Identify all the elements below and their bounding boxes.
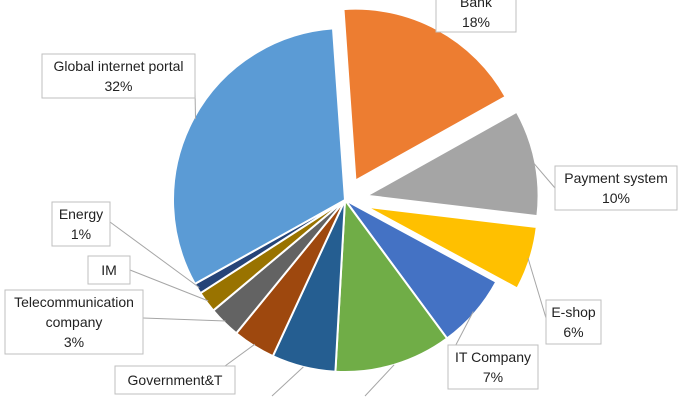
data-label-name: Energy — [59, 206, 103, 222]
leader-line — [527, 257, 547, 319]
data-label-box — [545, 299, 602, 345]
data-label-name: E-shop — [551, 304, 596, 320]
leader-line — [532, 162, 556, 189]
leader-line — [129, 269, 209, 302]
data-label-box — [447, 344, 539, 390]
data-label-percent: 32% — [104, 78, 132, 94]
data-label-name: IM — [101, 262, 117, 278]
data-label-percent: 18% — [462, 14, 490, 30]
pie-slice — [334, 197, 449, 373]
data-label-name: Bank — [460, 0, 493, 10]
data-label-box — [114, 365, 236, 395]
pie-slice — [363, 110, 540, 218]
leader-line — [142, 317, 226, 322]
data-label-box — [87, 255, 131, 285]
pie-slices — [172, 7, 540, 373]
data-labels: Bank 18% Payment system 10% E-shop 6% IT Compa… — [4, 0, 678, 395]
leader-line — [271, 366, 304, 397]
data-label-percent: 1% — [71, 226, 91, 242]
data-label-box — [51, 201, 111, 247]
data-label-name: company — [46, 314, 103, 330]
leader-line — [224, 343, 256, 367]
pie-slice — [172, 27, 347, 286]
data-label-percent: 7% — [483, 369, 503, 385]
pie-slice — [365, 205, 538, 290]
data-label-percent: 6% — [563, 324, 583, 340]
data-label-name: Global internet portal — [54, 58, 184, 74]
data-label-name: Government&T — [128, 372, 223, 388]
data-label-box — [4, 289, 144, 355]
data-label-name: Payment system — [564, 170, 667, 186]
data-label-name: IT Company — [455, 349, 531, 365]
leader-line — [109, 221, 200, 289]
data-label-percent: 10% — [602, 190, 630, 206]
data-label-box — [435, 0, 517, 33]
data-label-box — [41, 53, 196, 99]
data-label-name: Telecommunication — [14, 294, 134, 310]
leader-line — [364, 364, 395, 397]
data-label-percent: 3% — [64, 334, 84, 350]
data-label-box — [554, 165, 678, 211]
